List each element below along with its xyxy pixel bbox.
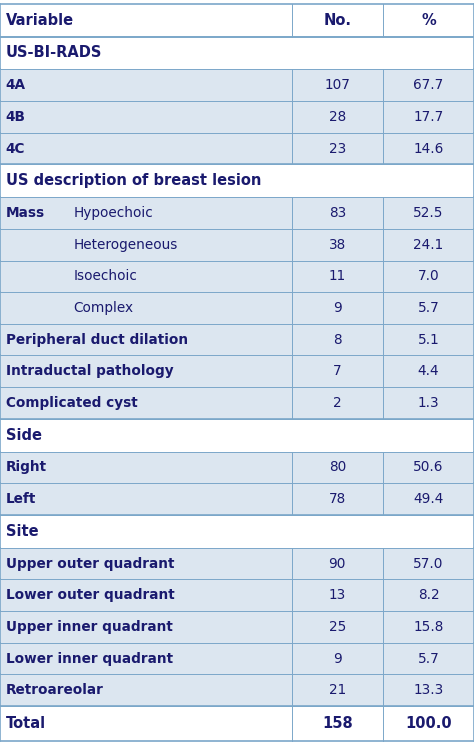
Bar — [0, 451, 474, 484]
Text: Lower inner quadrant: Lower inner quadrant — [6, 652, 173, 665]
Text: 14.6: 14.6 — [413, 142, 444, 156]
Text: 67.7: 67.7 — [413, 78, 444, 92]
Text: 13: 13 — [328, 589, 346, 602]
Text: 4A: 4A — [6, 78, 26, 92]
Text: No.: No. — [323, 13, 351, 28]
Text: 8: 8 — [333, 333, 342, 346]
Text: Retroareolar: Retroareolar — [6, 683, 103, 697]
Bar — [0, 101, 474, 133]
Text: 9: 9 — [333, 652, 342, 665]
Text: Site: Site — [6, 524, 38, 539]
Text: 25: 25 — [328, 620, 346, 634]
Bar — [0, 611, 474, 643]
Text: 5.7: 5.7 — [418, 652, 439, 665]
Text: US description of breast lesion: US description of breast lesion — [6, 174, 261, 188]
Bar — [0, 419, 474, 451]
Text: Peripheral duct dilation: Peripheral duct dilation — [6, 333, 188, 346]
Text: 9: 9 — [333, 301, 342, 315]
Text: 13.3: 13.3 — [413, 683, 444, 697]
Bar — [0, 324, 474, 355]
Text: 28: 28 — [328, 110, 346, 124]
Text: Total: Total — [6, 716, 46, 731]
Text: %: % — [421, 13, 436, 28]
Text: 11: 11 — [328, 270, 346, 283]
Bar — [0, 261, 474, 292]
Text: 80: 80 — [328, 460, 346, 475]
Bar — [0, 165, 474, 197]
Text: Side: Side — [6, 428, 42, 443]
Text: 57.0: 57.0 — [413, 557, 444, 571]
Text: 4C: 4C — [6, 142, 25, 156]
Text: US-BI-RADS: US-BI-RADS — [6, 45, 102, 60]
Text: Complex: Complex — [73, 301, 134, 315]
Text: Complicated cyst: Complicated cyst — [6, 396, 137, 410]
Bar — [0, 133, 474, 165]
Text: 15.8: 15.8 — [413, 620, 444, 634]
Bar — [0, 515, 474, 548]
Text: Lower outer quadrant: Lower outer quadrant — [6, 589, 174, 602]
Text: 23: 23 — [328, 142, 346, 156]
Text: Variable: Variable — [6, 13, 74, 28]
Text: 107: 107 — [324, 78, 350, 92]
Text: 8.2: 8.2 — [418, 589, 439, 602]
Text: 17.7: 17.7 — [413, 110, 444, 124]
Text: 2: 2 — [333, 396, 342, 410]
Text: Hypoechoic: Hypoechoic — [73, 206, 153, 220]
Text: Upper inner quadrant: Upper inner quadrant — [6, 620, 173, 634]
Bar — [0, 643, 474, 674]
Bar — [0, 69, 474, 101]
Bar — [0, 706, 474, 741]
Text: 4B: 4B — [6, 110, 26, 124]
Text: Intraductal pathology: Intraductal pathology — [6, 364, 173, 378]
Text: 49.4: 49.4 — [413, 492, 444, 506]
Bar — [0, 197, 474, 229]
Text: 52.5: 52.5 — [413, 206, 444, 220]
Bar — [0, 674, 474, 706]
Text: Heterogeneous: Heterogeneous — [73, 238, 178, 252]
Bar — [0, 292, 474, 324]
Text: 7.0: 7.0 — [418, 270, 439, 283]
Bar — [0, 37, 474, 69]
Bar — [0, 580, 474, 611]
Text: 24.1: 24.1 — [413, 238, 444, 252]
Bar — [0, 355, 474, 387]
Text: 90: 90 — [328, 557, 346, 571]
Bar — [0, 484, 474, 515]
Bar — [0, 4, 474, 37]
Text: 158: 158 — [322, 716, 353, 731]
Text: 5.1: 5.1 — [418, 333, 439, 346]
Text: 21: 21 — [328, 683, 346, 697]
Text: 7: 7 — [333, 364, 342, 378]
Text: 4.4: 4.4 — [418, 364, 439, 378]
Text: Left: Left — [6, 492, 36, 506]
Bar — [0, 229, 474, 261]
Text: 78: 78 — [328, 492, 346, 506]
Text: Upper outer quadrant: Upper outer quadrant — [6, 557, 174, 571]
Text: 50.6: 50.6 — [413, 460, 444, 475]
Text: 38: 38 — [328, 238, 346, 252]
Text: Mass: Mass — [6, 206, 45, 220]
Text: 1.3: 1.3 — [418, 396, 439, 410]
Text: 83: 83 — [328, 206, 346, 220]
Text: Right: Right — [6, 460, 47, 475]
Text: 5.7: 5.7 — [418, 301, 439, 315]
Bar — [0, 387, 474, 419]
Bar — [0, 548, 474, 580]
Text: 100.0: 100.0 — [405, 716, 452, 731]
Text: Isoechoic: Isoechoic — [73, 270, 137, 283]
